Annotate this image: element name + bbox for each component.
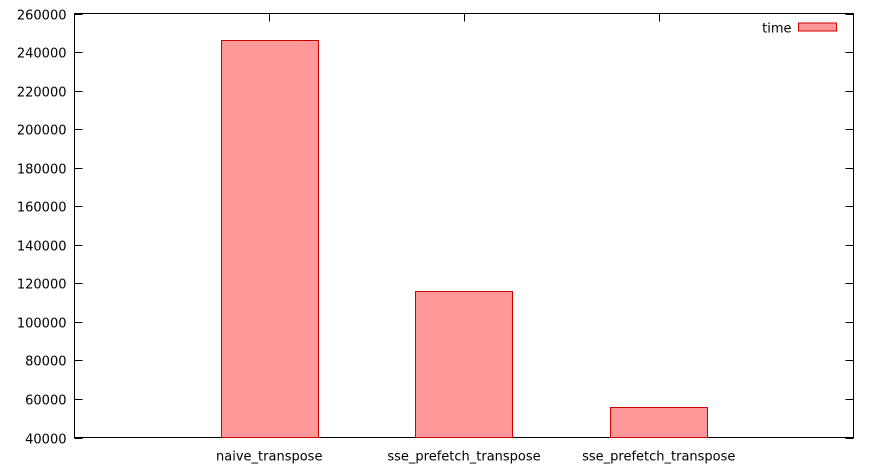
y-tick-label: 140000 [17, 240, 67, 255]
y-tick-label: 120000 [17, 278, 67, 293]
bar [415, 291, 513, 438]
y-tick-label: 240000 [17, 47, 67, 62]
axis-ticks [74, 13, 854, 439]
x-tick-label: sse_prefetch_transpose [582, 450, 735, 465]
y-tick-label: 160000 [17, 201, 67, 216]
bar [221, 40, 319, 438]
x-tick-label: naive_transpose [216, 450, 322, 465]
y-tick-label: 80000 [25, 355, 66, 370]
y-tick-label: 180000 [17, 163, 67, 178]
legend-swatch [798, 22, 837, 32]
legend: time [762, 22, 837, 37]
bar-series [221, 40, 708, 438]
y-tick-label: 260000 [17, 9, 67, 24]
y-tick-label: 40000 [25, 433, 66, 448]
y-tick-label: 100000 [17, 317, 67, 332]
y-tick-label: 220000 [17, 86, 67, 101]
y-tick-label: 200000 [17, 124, 67, 139]
x-tick-label: sse_prefetch_transpose [387, 450, 540, 465]
x-tick-labels: naive_transpose sse_prefetch_transpose sse… [216, 450, 735, 465]
y-tick-labels: 40000 60000 80000 100000 120000 140000 160000 1… [17, 9, 67, 448]
bar [610, 407, 708, 438]
y-tick-label: 60000 [25, 394, 66, 409]
legend-label: time [762, 22, 791, 37]
